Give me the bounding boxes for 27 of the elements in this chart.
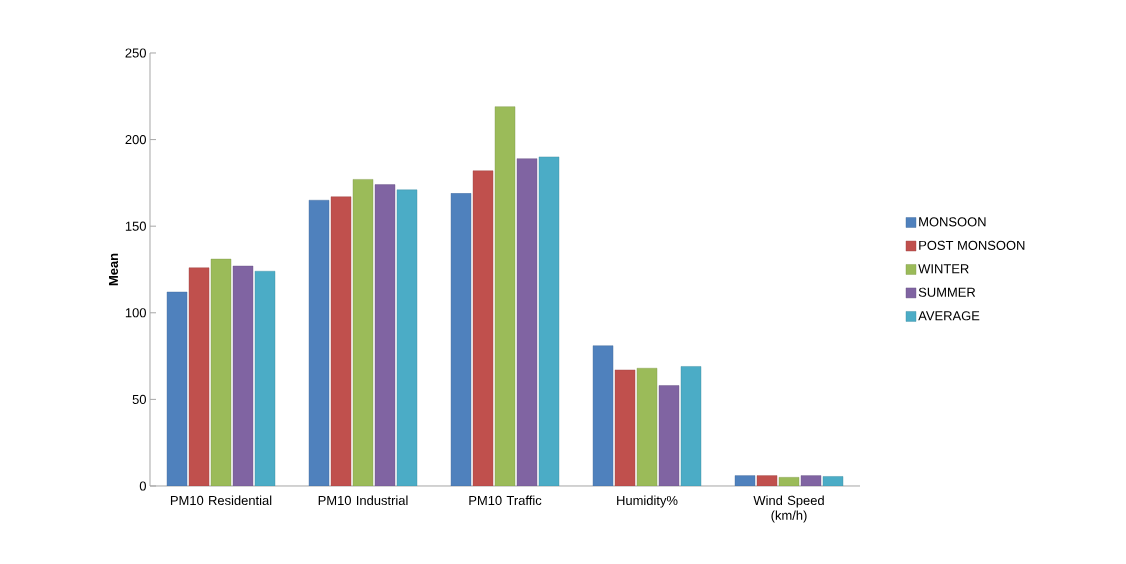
y-tick-label: 150 xyxy=(125,221,146,231)
y-tick-label: 200 xyxy=(125,135,146,145)
x-tick-label: PM10 Residential xyxy=(170,495,272,506)
bar xyxy=(494,106,516,486)
x-tick-label: PM10 Industrial xyxy=(318,495,408,506)
legend-label: SUMMER xyxy=(918,287,976,297)
legend-label: POST MONSOON xyxy=(919,240,1025,250)
y-axis-title: Mean xyxy=(109,253,119,286)
y-tick-label: 0 xyxy=(139,481,146,491)
x-tick-label: PM10 Traffic xyxy=(469,495,542,506)
bar xyxy=(352,179,374,486)
y-tick-label: 250 xyxy=(125,48,146,58)
bar xyxy=(516,158,538,486)
y-tick-label: 100 xyxy=(125,308,146,318)
legend-label: WINTER xyxy=(918,264,969,274)
legend-label: AVERAGE xyxy=(918,311,980,321)
bar xyxy=(800,475,822,486)
bar xyxy=(472,170,494,486)
bar xyxy=(374,184,396,486)
x-tick-label: Wind Speed (km/h) xyxy=(753,495,824,523)
y-tick-label: 50 xyxy=(132,394,146,404)
legend-label: MONSOON xyxy=(919,217,986,227)
bar xyxy=(396,189,418,486)
bar xyxy=(330,196,352,486)
x-tick-label: Humidity% xyxy=(617,495,678,508)
bar xyxy=(658,385,680,486)
bar xyxy=(232,265,254,486)
